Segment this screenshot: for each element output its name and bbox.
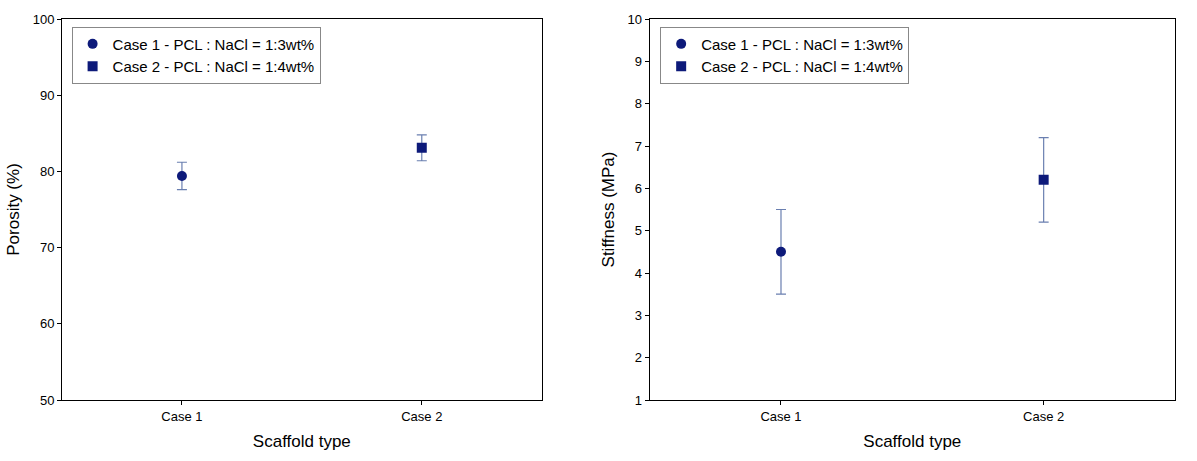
svg-text:80: 80 [40,164,54,179]
svg-text:Case 2: Case 2 [1023,409,1064,424]
svg-text:Case 2 - PCL : NaCl = 1:4wt%: Case 2 - PCL : NaCl = 1:4wt% [701,58,903,75]
svg-text:4: 4 [635,266,642,281]
svg-text:Case 1 - PCL : NaCl = 1:3wt%: Case 1 - PCL : NaCl = 1:3wt% [701,36,903,53]
svg-text:50: 50 [40,393,54,408]
svg-text:8: 8 [635,96,642,111]
svg-text:7: 7 [635,139,642,154]
svg-text:70: 70 [40,240,54,255]
svg-text:Scaffold type: Scaffold type [863,432,961,451]
svg-text:60: 60 [40,316,54,331]
svg-text:90: 90 [40,88,54,103]
svg-text:Porosity (%): Porosity (%) [4,163,23,256]
svg-text:9: 9 [635,54,642,69]
svg-text:Stiffness (MPa): Stiffness (MPa) [599,152,618,268]
svg-text:3: 3 [635,308,642,323]
svg-text:Case 1: Case 1 [161,409,202,424]
svg-text:5: 5 [635,223,642,238]
svg-text:100: 100 [33,12,55,27]
svg-text:Case 2: Case 2 [401,409,442,424]
svg-text:6: 6 [635,181,642,196]
svg-text:Case 1 - PCL : NaCl = 1:3wt%: Case 1 - PCL : NaCl = 1:3wt% [113,36,315,53]
svg-text:10: 10 [628,12,642,27]
svg-text:Case 2 - PCL : NaCl = 1:4wt%: Case 2 - PCL : NaCl = 1:4wt% [113,58,315,75]
svg-text:Scaffold type: Scaffold type [253,432,351,451]
svg-text:1: 1 [635,393,642,408]
svg-text:Case 1: Case 1 [760,409,801,424]
svg-text:2: 2 [635,350,642,365]
